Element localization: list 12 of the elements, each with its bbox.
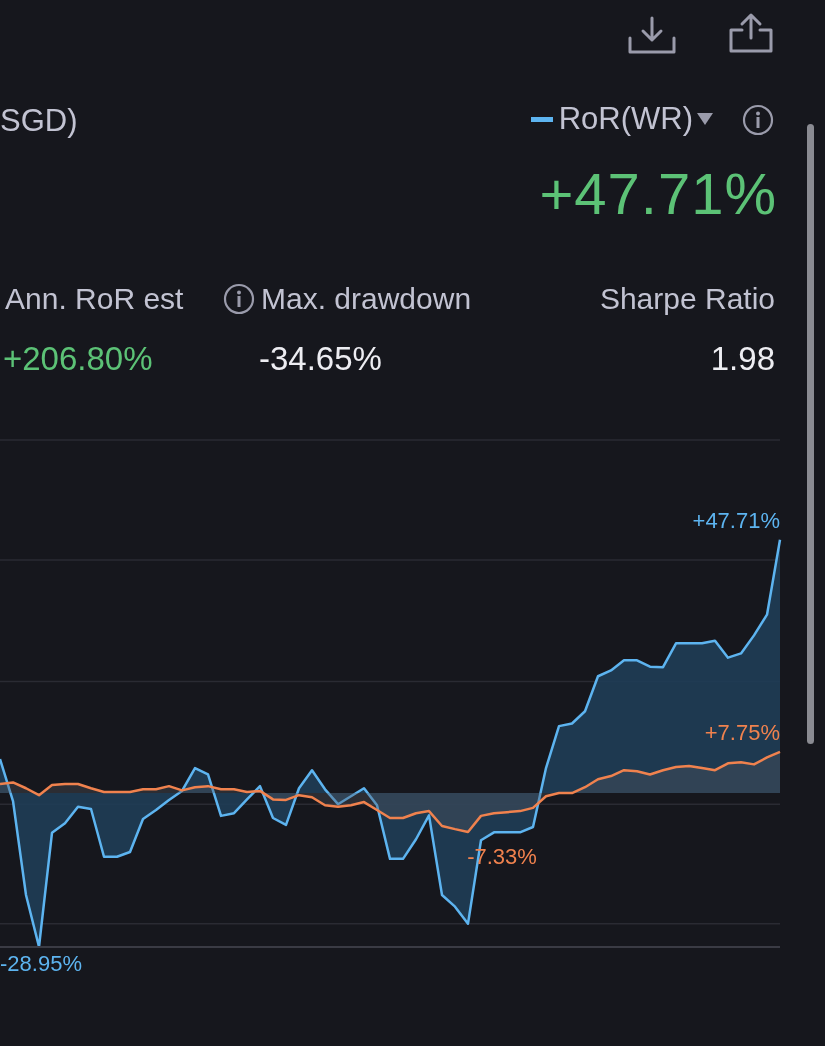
text: Sharpe Ratio	[599, 282, 775, 316]
text: Max. drawdown	[261, 282, 472, 316]
text: -34.65%	[259, 340, 382, 378]
text: +47.71%	[539, 160, 777, 227]
legend-label: RoR(WR)	[558, 101, 693, 137]
text: Ann. RoR est	[5, 282, 184, 316]
chart-title: SGD)	[0, 103, 78, 139]
data-label: -28.95%	[0, 950, 82, 976]
text: +206.80%	[3, 340, 153, 378]
data-label: +47.71%	[692, 507, 780, 533]
data-label: +7.75%	[704, 719, 780, 745]
text: 1.98	[710, 340, 775, 378]
